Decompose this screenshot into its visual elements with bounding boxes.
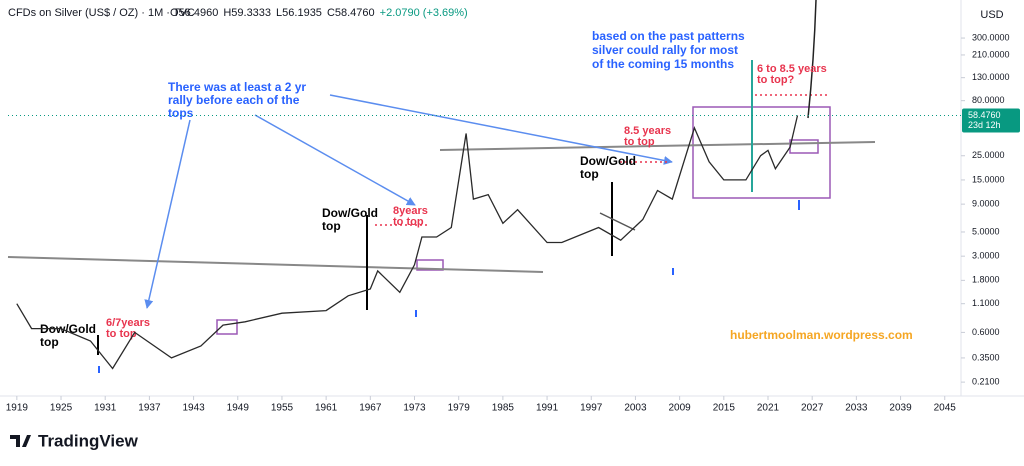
annotation: of the coming 15 months bbox=[592, 57, 734, 71]
annotation: top bbox=[40, 335, 59, 349]
x-tick-label: 2021 bbox=[757, 403, 780, 414]
y-tick-label: 300.0000 bbox=[972, 32, 1010, 42]
y-tick-label: 130.0000 bbox=[972, 72, 1010, 82]
x-tick-label: 1961 bbox=[315, 403, 338, 414]
annotation: 6 to 8.5 years bbox=[757, 63, 827, 75]
annotation: to top bbox=[393, 216, 424, 228]
arrow bbox=[254, 114, 416, 206]
currency: USD bbox=[980, 9, 1003, 21]
x-tick-label: 1973 bbox=[403, 403, 426, 414]
y-tick-label: 1.8000 bbox=[972, 275, 1000, 285]
price-line bbox=[16, 115, 799, 370]
y-tick-label: 25.0000 bbox=[972, 150, 1005, 160]
trend-line bbox=[7, 256, 544, 273]
ohlc-change: +2.0790 (+3.69%) bbox=[380, 7, 468, 19]
symbol: CFDs on Silver (US$ / OZ) · 1M · TVC bbox=[8, 7, 195, 19]
annotation: Dow/Gold bbox=[40, 322, 96, 336]
header: CFDs on Silver (US$ / OZ) · 1M · TVC O56… bbox=[8, 7, 468, 19]
annotation: Dow/Gold bbox=[580, 154, 636, 168]
drawings bbox=[7, 0, 876, 373]
ohlc-close: C58.4760 bbox=[327, 7, 375, 19]
projection bbox=[807, 0, 817, 119]
annotation: top bbox=[322, 219, 341, 233]
annotation: to top bbox=[624, 136, 655, 148]
box bbox=[416, 259, 444, 271]
y-tick-label: 15.0000 bbox=[972, 174, 1005, 184]
box bbox=[692, 106, 831, 199]
arrow bbox=[329, 94, 673, 165]
trend-line bbox=[599, 212, 636, 231]
x-tick-label: 2009 bbox=[669, 403, 692, 414]
x-tick-label: 1949 bbox=[227, 403, 250, 414]
x-tick-label: 1943 bbox=[182, 403, 205, 414]
x-tick-label: 1979 bbox=[448, 403, 471, 414]
last-price-box bbox=[962, 108, 1020, 133]
logo: TradingView bbox=[10, 431, 139, 450]
arrow bbox=[144, 119, 191, 309]
x-tick-label: 2033 bbox=[845, 403, 868, 414]
x-tick-label: 1991 bbox=[536, 403, 559, 414]
trend-line bbox=[439, 141, 876, 151]
y-tick-label: 0.3500 bbox=[972, 352, 1000, 362]
x-tick-label: 2027 bbox=[801, 403, 824, 414]
x-tick-label: 1925 bbox=[50, 403, 73, 414]
x-tick-label: 1997 bbox=[580, 403, 603, 414]
x-tick-label: 2039 bbox=[889, 403, 912, 414]
annotation: 8.5 years bbox=[624, 125, 671, 137]
x-tick-label: 1919 bbox=[6, 403, 29, 414]
watermark: hubertmoolman.wordpress.com bbox=[730, 328, 913, 342]
y-tick-label: 9.0000 bbox=[972, 199, 1000, 209]
y-tick-label: 210.0000 bbox=[972, 49, 1010, 59]
x-tick-label: 1955 bbox=[271, 403, 294, 414]
y-tick-label: 3.0000 bbox=[972, 251, 1000, 261]
annotation: There was at least a 2 yr bbox=[168, 80, 306, 94]
annotation: rally before each of the bbox=[168, 93, 300, 107]
y-tick-label: 80.0000 bbox=[972, 95, 1005, 105]
ohlc-low: L56.1935 bbox=[276, 7, 322, 19]
x-tick-label: 1937 bbox=[138, 403, 161, 414]
x-tick-label: 2003 bbox=[624, 403, 647, 414]
x-tick-label: 2045 bbox=[934, 403, 957, 414]
y-tick-label: 0.6000 bbox=[972, 327, 1000, 337]
x-tick-label: 2015 bbox=[713, 403, 736, 414]
annotation: to top? bbox=[757, 74, 795, 86]
countdown: 23d 12h bbox=[968, 120, 1001, 130]
box bbox=[789, 139, 819, 154]
annotation: tops bbox=[168, 106, 194, 120]
x-tick-label: 1967 bbox=[359, 403, 382, 414]
x-tick-label: 1985 bbox=[492, 403, 515, 414]
ohlc-open: O56.4960 bbox=[170, 7, 218, 19]
y-tick-label: 0.2100 bbox=[972, 376, 1000, 386]
box bbox=[216, 319, 238, 335]
last-price-label: 58.4760 bbox=[968, 110, 1001, 120]
annotation: based on the past patterns bbox=[592, 29, 745, 43]
annotation: to top bbox=[106, 328, 137, 340]
annotation: silver could rally for most bbox=[592, 43, 738, 57]
annotation: Dow/Gold bbox=[322, 206, 378, 220]
annotation: 8years bbox=[393, 205, 428, 217]
y-tick-label: 5.0000 bbox=[972, 226, 1000, 236]
annotation: 6/7years bbox=[106, 317, 150, 329]
y-tick-label: 1.1000 bbox=[972, 298, 1000, 308]
x-tick-label: 1931 bbox=[94, 403, 117, 414]
annotation: top bbox=[580, 167, 599, 181]
logo-text: TradingView bbox=[38, 431, 139, 450]
annotations: based on the past patterns silver could … bbox=[40, 29, 913, 349]
ohlc-high: H59.3333 bbox=[223, 7, 271, 19]
